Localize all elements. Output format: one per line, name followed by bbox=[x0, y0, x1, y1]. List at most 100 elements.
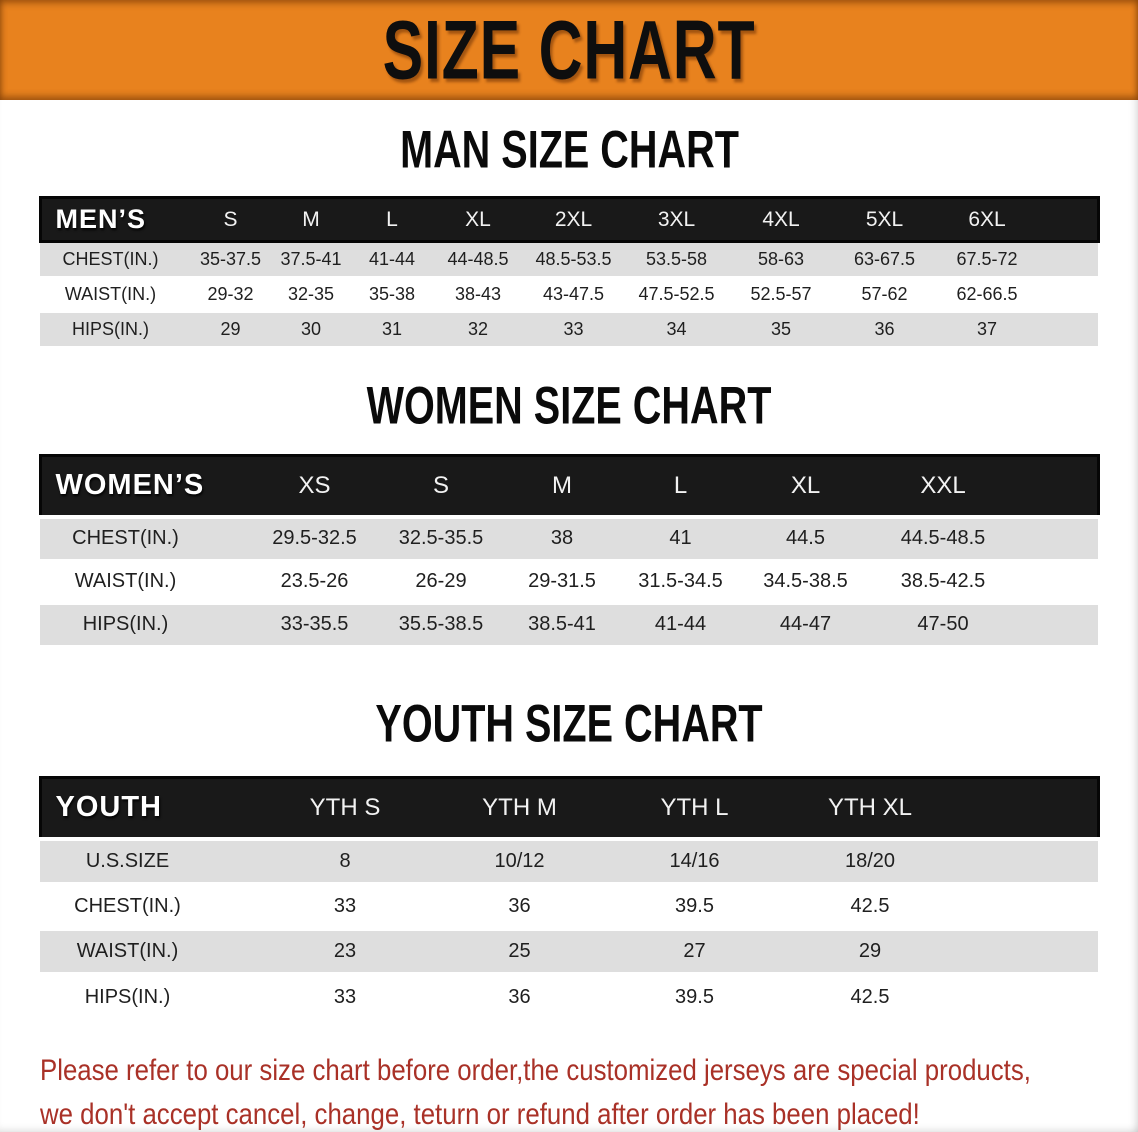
banner-title: SIZE CHART bbox=[382, 3, 756, 97]
size-value-cell: 25 bbox=[432, 927, 607, 976]
size-value-cell: 10/12 bbox=[432, 837, 607, 886]
size-value-cell: 57-62 bbox=[861, 283, 908, 304]
disclaimer-line-1-text: Please refer to our size chart before or… bbox=[40, 1054, 1031, 1087]
size-value-cell: 27 bbox=[607, 927, 782, 976]
women-group-label: WOMEN’S bbox=[38, 453, 250, 519]
disclaimer-line-2: we don't accept cancel, change, teturn o… bbox=[40, 1093, 1138, 1132]
size-value-cell: 36 bbox=[508, 895, 531, 917]
filler-cell bbox=[958, 775, 1100, 841]
row-label: CHEST(IN.) bbox=[40, 240, 190, 278]
size-value-cell: 44-47 bbox=[740, 601, 871, 648]
size-value-cell: 41-44 bbox=[351, 240, 433, 278]
size-value-cell: 63-67.5 bbox=[833, 240, 936, 278]
size-value-cell: 35-38 bbox=[368, 283, 416, 304]
filler-cell bbox=[1015, 601, 1098, 648]
size-value-cell: 39.5 bbox=[675, 895, 714, 917]
column-header: M bbox=[271, 196, 351, 243]
table-row: CHEST(IN.) 35-37.5 37.5-41 41-44 44-48.5… bbox=[40, 240, 1098, 278]
women-section: WOMEN SIZE CHART WOMEN’S XS S M L XL XXL bbox=[0, 375, 1138, 648]
youth-header-row: YOUTH YTH S YTH M YTH L YTH XL bbox=[38, 775, 1100, 841]
table-row: HIPS(IN.) 33-35.5 35.5-38.5 38.5-41 41-4… bbox=[40, 601, 1098, 648]
size-value-cell: 35.5-38.5 bbox=[379, 601, 503, 648]
youth-section-title: YOUTH SIZE CHART bbox=[0, 693, 1138, 753]
size-value-cell: 62-66.5 bbox=[956, 283, 1018, 304]
column-header: S bbox=[190, 196, 271, 243]
column-header: YTH S bbox=[258, 775, 432, 841]
column-header: M bbox=[503, 453, 621, 519]
size-value-cell: 47-50 bbox=[871, 601, 1015, 648]
filler-cell bbox=[1038, 310, 1098, 348]
table-row: U.S.SIZE 8 10/12 14/16 18/20 bbox=[40, 837, 1098, 886]
women-header-row: WOMEN’S XS S M L XL XXL bbox=[38, 453, 1100, 519]
size-value-cell: 44.5 bbox=[740, 515, 871, 562]
youth-size-table: YOUTH YTH S YTH M YTH L YTH XL U.S.SIZE … bbox=[38, 775, 1100, 1020]
size-value-cell: 30 bbox=[271, 310, 351, 348]
column-header: YTH M bbox=[432, 775, 607, 841]
size-value-cell: 34 bbox=[624, 310, 729, 348]
size-value-cell: 8 bbox=[258, 837, 432, 886]
column-header: L bbox=[621, 453, 740, 519]
size-value-cell: 44-48.5 bbox=[433, 240, 523, 278]
women-section-title-text: WOMEN SIZE CHART bbox=[366, 374, 772, 435]
size-value-cell: 52.5-57 bbox=[750, 283, 812, 304]
table-row: CHEST(IN.) 33 36 39.5 42.5 bbox=[40, 884, 1098, 929]
youth-group-label: YOUTH bbox=[38, 775, 258, 841]
size-value-cell: 31 bbox=[351, 310, 433, 348]
size-value-cell: 23 bbox=[258, 927, 432, 976]
row-label: HIPS(IN.) bbox=[40, 601, 250, 648]
size-value-cell: 18/20 bbox=[782, 837, 958, 886]
disclaimer-line-2-text: we don't accept cancel, change, teturn o… bbox=[40, 1098, 920, 1131]
filler-cell bbox=[1015, 515, 1098, 562]
size-value-cell: 42.5 bbox=[850, 986, 890, 1008]
row-label: WAIST(IN.) bbox=[74, 569, 177, 592]
filler-cell bbox=[958, 927, 1098, 976]
youth-section: YOUTH SIZE CHART YOUTH YTH S YTH M YTH L… bbox=[0, 693, 1138, 1020]
size-value-cell: 29 bbox=[782, 927, 958, 976]
size-value-cell: 38 bbox=[503, 515, 621, 562]
filler-cell bbox=[1015, 560, 1098, 603]
size-value-cell: 34.5-38.5 bbox=[763, 569, 848, 592]
size-value-cell: 39.5 bbox=[675, 986, 714, 1008]
column-header: XXL bbox=[871, 453, 1015, 519]
table-row: HIPS(IN.) 33 36 39.5 42.5 bbox=[40, 974, 1098, 1019]
size-value-cell: 32-35 bbox=[287, 283, 335, 304]
men-section: MAN SIZE CHART MEN’S S M L XL 2XL 3XL 4X… bbox=[0, 119, 1138, 348]
row-label: U.S.SIZE bbox=[40, 837, 258, 886]
column-header: S bbox=[379, 453, 503, 519]
size-value-cell: 48.5-53.5 bbox=[523, 240, 624, 278]
size-value-cell: 33 bbox=[333, 895, 357, 917]
men-header-row: MEN’S S M L XL 2XL 3XL 4XL 5XL 6XL bbox=[38, 196, 1100, 243]
filler-cell bbox=[1038, 196, 1100, 243]
size-value-cell: 67.5-72 bbox=[936, 240, 1038, 278]
table-row: WAIST(IN.) 23 25 27 29 bbox=[40, 927, 1098, 976]
column-header: L bbox=[351, 196, 433, 243]
filler-cell bbox=[1038, 277, 1098, 312]
size-value-cell: 29-32 bbox=[207, 283, 254, 304]
size-value-cell: 53.5-58 bbox=[624, 240, 729, 278]
size-value-cell: 32 bbox=[433, 310, 523, 348]
size-value-cell: 35-37.5 bbox=[190, 240, 271, 278]
size-value-cell: 36 bbox=[508, 986, 531, 1008]
men-section-title: MAN SIZE CHART bbox=[0, 119, 1138, 179]
size-value-cell: 32.5-35.5 bbox=[379, 515, 503, 562]
column-header: 2XL bbox=[523, 196, 624, 243]
column-header: 6XL bbox=[936, 196, 1038, 243]
row-label: CHEST(IN.) bbox=[40, 515, 250, 562]
column-header: XS bbox=[250, 453, 379, 519]
column-header: XL bbox=[740, 453, 871, 519]
table-row: HIPS(IN.) 29 30 31 32 33 34 35 36 37 bbox=[40, 310, 1098, 348]
size-value-cell: 29.5-32.5 bbox=[250, 515, 379, 562]
men-size-table: MEN’S S M L XL 2XL 3XL 4XL 5XL 6XL CHEST… bbox=[38, 196, 1100, 348]
size-value-cell: 29-31.5 bbox=[528, 569, 596, 592]
size-value-cell: 33 bbox=[333, 986, 357, 1008]
size-value-cell: 33 bbox=[523, 310, 624, 348]
size-value-cell: 43-47.5 bbox=[542, 283, 605, 304]
size-value-cell: 26-29 bbox=[415, 569, 467, 592]
column-header: 5XL bbox=[833, 196, 936, 243]
women-section-title: WOMEN SIZE CHART bbox=[0, 375, 1138, 435]
disclaimer: Please refer to our size chart before or… bbox=[40, 1049, 1138, 1132]
women-size-table: WOMEN’S XS S M L XL XXL CHEST(IN.) 29.5-… bbox=[38, 453, 1100, 648]
size-value-cell: 36 bbox=[833, 310, 936, 348]
column-header: 4XL bbox=[729, 196, 833, 243]
